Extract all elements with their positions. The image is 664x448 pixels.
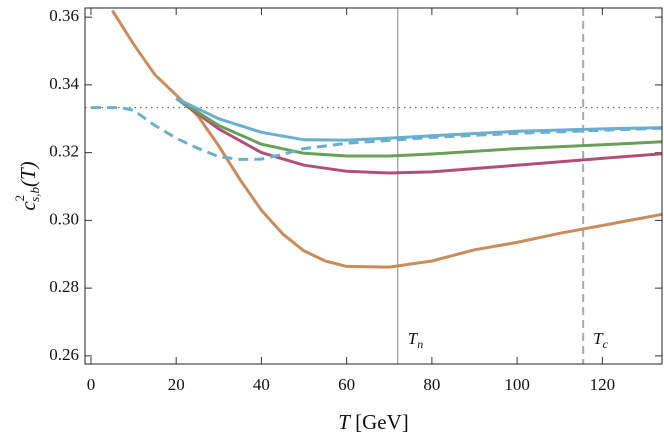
y-tick-label: 0.36 — [49, 6, 79, 25]
series-line — [175, 97, 662, 175]
plot-frame — [84, 7, 663, 365]
series-line — [175, 97, 662, 142]
x-tick-label: 80 — [423, 375, 440, 394]
y-axis-sup: 2 — [12, 195, 27, 202]
y-axis-rest: (T) — [16, 161, 40, 187]
y-axis-label: c2s,b(T) — [12, 161, 42, 210]
x-axis-var: T — [338, 410, 351, 434]
x-tick-label: 120 — [590, 375, 616, 394]
x-axis-unit: [GeV] — [350, 410, 409, 434]
x-axis-label: T [GeV] — [338, 410, 409, 434]
x-tick-label: 20 — [168, 375, 185, 394]
x-tick-label: 100 — [504, 375, 530, 394]
y-axis-label-group: c2s,b(T) — [12, 161, 42, 210]
y-tick-label: 0.26 — [49, 345, 79, 364]
y-tick-label: 0.30 — [49, 209, 79, 228]
annotation-sub: n — [417, 337, 423, 351]
annotation-sub: c — [603, 337, 609, 351]
x-tick-label: 0 — [87, 375, 96, 394]
annotation-base: T — [408, 329, 419, 348]
y-tick-label: 0.28 — [49, 277, 79, 296]
x-tick-label: 40 — [253, 375, 270, 394]
annotation: Tn — [408, 329, 423, 351]
series-line — [111, 9, 662, 269]
series-line — [175, 97, 662, 158]
annotation: Tc — [593, 329, 608, 351]
y-tick-label: 0.32 — [49, 142, 79, 161]
y-tick-label: 0.34 — [49, 74, 79, 93]
annotation-base: T — [593, 329, 604, 348]
series-line — [91, 106, 662, 161]
y-axis-base: c — [16, 201, 40, 211]
x-tick-label: 60 — [338, 375, 355, 394]
y-axis-sub: s,b — [27, 187, 42, 202]
